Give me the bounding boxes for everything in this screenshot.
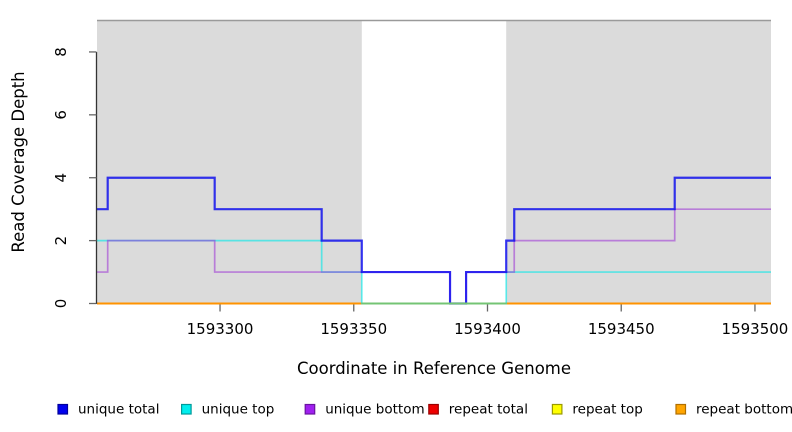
- legend-label: unique top: [202, 402, 275, 418]
- series-lines-layer: [97, 176, 771, 305]
- legend: unique total unique top unique bottom repea…: [57, 402, 792, 418]
- shaded-regions-layer: [97, 19, 771, 304]
- y-tick-label: 8: [52, 47, 70, 57]
- x-tick-label: 1593500: [722, 320, 789, 338]
- legend-swatch-repeat-bottom: [675, 403, 687, 415]
- x-tick-label: 1593450: [588, 320, 655, 338]
- x-tick-label: 1593400: [454, 320, 521, 338]
- y-axis-title: Read Coverage Depth: [9, 71, 28, 252]
- x-axis-title: Coordinate in Reference Genome: [297, 359, 571, 378]
- series-line-unique-total: [97, 176, 771, 305]
- legend-swatch-repeat-top: [551, 403, 563, 415]
- legend-label: unique bottom: [325, 402, 424, 418]
- y-tick-label: 2: [52, 236, 70, 246]
- x-tick-label: 1593350: [320, 320, 387, 338]
- legend-swatch-unique-bottom: [304, 403, 316, 415]
- legend-swatch-unique-top: [181, 403, 192, 415]
- shaded-region: [97, 21, 362, 304]
- legend-label: repeat total: [449, 402, 528, 418]
- legend-label: repeat bottom: [696, 402, 792, 418]
- y-tick-label: 4: [52, 173, 70, 183]
- axes-layer: 0 2 4 6 8 1593300 1593350 1593400 1593450 1593500: [52, 47, 788, 338]
- shaded-region: [506, 21, 771, 304]
- legend-label: repeat top: [572, 402, 642, 418]
- series-line-unique-top: [97, 239, 771, 305]
- legend-swatch-repeat-total: [428, 403, 439, 415]
- x-tick-label: 1593300: [187, 320, 254, 338]
- legend-swatch-unique-total: [57, 403, 69, 415]
- y-tick-label: 6: [52, 110, 70, 120]
- legend-label: unique total: [78, 402, 159, 418]
- y-tick-label: 0: [52, 299, 70, 309]
